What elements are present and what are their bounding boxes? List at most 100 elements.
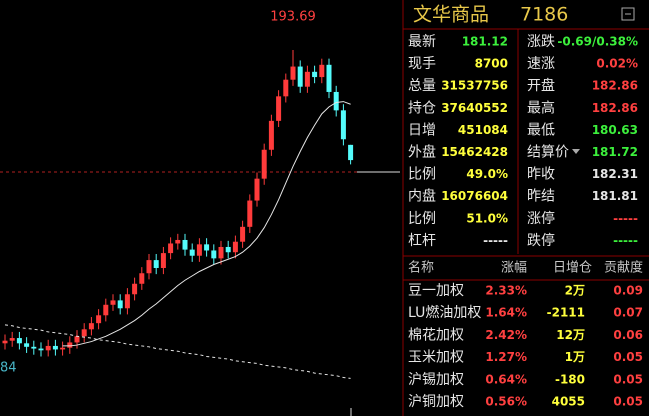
annotation: 193.69 (270, 10, 316, 25)
candle-body (304, 71, 310, 87)
table-cell: -2111 (547, 306, 585, 320)
field-value: ----- (613, 233, 638, 247)
table-cell: 0.05 (613, 350, 643, 364)
table-cell: 1.64% (485, 306, 527, 320)
panel-frame (402, 0, 649, 416)
candle-body (74, 336, 80, 343)
menu-icon[interactable] (621, 7, 635, 21)
field-label: 开盘 (527, 77, 555, 94)
field-label: 比例 (408, 167, 436, 183)
candle-body (45, 345, 51, 351)
field-value: 451084 (458, 123, 508, 137)
field-value: 0.02% (596, 57, 638, 71)
candle-body (168, 243, 174, 254)
candle-body (124, 294, 130, 309)
table-cell: 豆一加权 (408, 283, 464, 299)
field-label: 杠杆 (408, 233, 436, 249)
candle-body (211, 250, 217, 259)
field-label: 昨结 (527, 189, 555, 205)
field-value: 181.12 (462, 35, 508, 49)
table-cell: LU燃油加权 (408, 304, 481, 321)
field-value: 181.81 (592, 189, 638, 203)
candle-body (182, 239, 188, 250)
table-cell: 0.56% (485, 395, 527, 409)
candle-body (290, 66, 296, 80)
field-value: ----- (613, 211, 638, 225)
table-cell: -180 (555, 372, 585, 386)
candle-body (175, 239, 181, 244)
candle-body (60, 347, 66, 350)
field-label: 最新 (408, 34, 436, 50)
field-label: 最高 (527, 99, 555, 116)
candle-body (2, 340, 8, 344)
field-value: 182.31 (592, 167, 638, 181)
candle-body (333, 91, 339, 111)
column-header: 涨幅 (501, 261, 527, 276)
candle-body (232, 241, 238, 253)
field-value: ----- (483, 233, 508, 247)
candle-body (225, 246, 231, 253)
candle-body (297, 66, 303, 87)
candle-body (103, 304, 109, 316)
table-cell: 1.27% (485, 350, 527, 364)
candle-body (81, 329, 87, 337)
field-label: 外盘 (408, 144, 436, 161)
column-header: 贡献度 (604, 260, 643, 276)
field-value: 51.0% (466, 211, 508, 225)
candle-body (31, 346, 37, 349)
field-label: 涨跌 (527, 34, 555, 50)
candle-body (218, 246, 224, 259)
field-label: 跌停 (527, 232, 555, 249)
column-header: 名称 (408, 260, 434, 276)
candle-body (254, 178, 260, 201)
field-value: 182.86 (592, 79, 638, 93)
table-cell: 0.06 (613, 328, 643, 342)
candle-body (240, 226, 246, 242)
table-cell: 4055 (552, 395, 585, 409)
candle-body (117, 300, 123, 309)
dropdown-arrow[interactable] (572, 149, 580, 154)
field-label: 内盘 (408, 188, 436, 205)
field-value: 37640552 (441, 101, 508, 115)
candle-body (110, 300, 116, 305)
field-label: 比例 (408, 211, 436, 227)
table-cell: 玉米加权 (408, 350, 464, 366)
field-value: 181.72 (592, 145, 638, 159)
table-cell: 0.05 (613, 372, 643, 386)
column-header: 日增仓 (553, 261, 592, 276)
candle-body (146, 260, 152, 274)
field-value: 182.86 (592, 101, 638, 115)
field-value: 16076604 (441, 189, 508, 203)
candle-body (88, 323, 94, 330)
table-cell: 2.33% (485, 284, 527, 298)
table-cell: 0.09 (613, 284, 643, 298)
table-cell: 2.42% (485, 328, 527, 342)
candle-body (160, 253, 166, 268)
moving-average (62, 101, 351, 347)
candle-body (268, 120, 274, 150)
table-cell: 棉花加权 (408, 326, 464, 343)
field-label: 昨收 (527, 167, 555, 183)
table-cell: 0.07 (613, 306, 643, 320)
candle-body (348, 144, 354, 161)
candle-body (283, 79, 289, 97)
field-value: 180.63 (592, 123, 638, 137)
candle-body (9, 338, 15, 341)
candle-body (319, 64, 325, 78)
candle-body (276, 96, 282, 121)
table-cell: 12万 (556, 328, 585, 342)
candle-body (196, 244, 202, 256)
long-moving-average (4, 324, 351, 379)
field-label: 最低 (527, 122, 555, 138)
field-value: 8700 (475, 57, 508, 71)
candle-body (24, 343, 30, 347)
candle-body (261, 149, 267, 179)
candle-body (153, 260, 159, 268)
candle-body (247, 200, 253, 227)
candle-body (312, 71, 318, 78)
candle-body (204, 244, 210, 251)
candle-body (52, 345, 58, 350)
candle-body (326, 64, 332, 92)
